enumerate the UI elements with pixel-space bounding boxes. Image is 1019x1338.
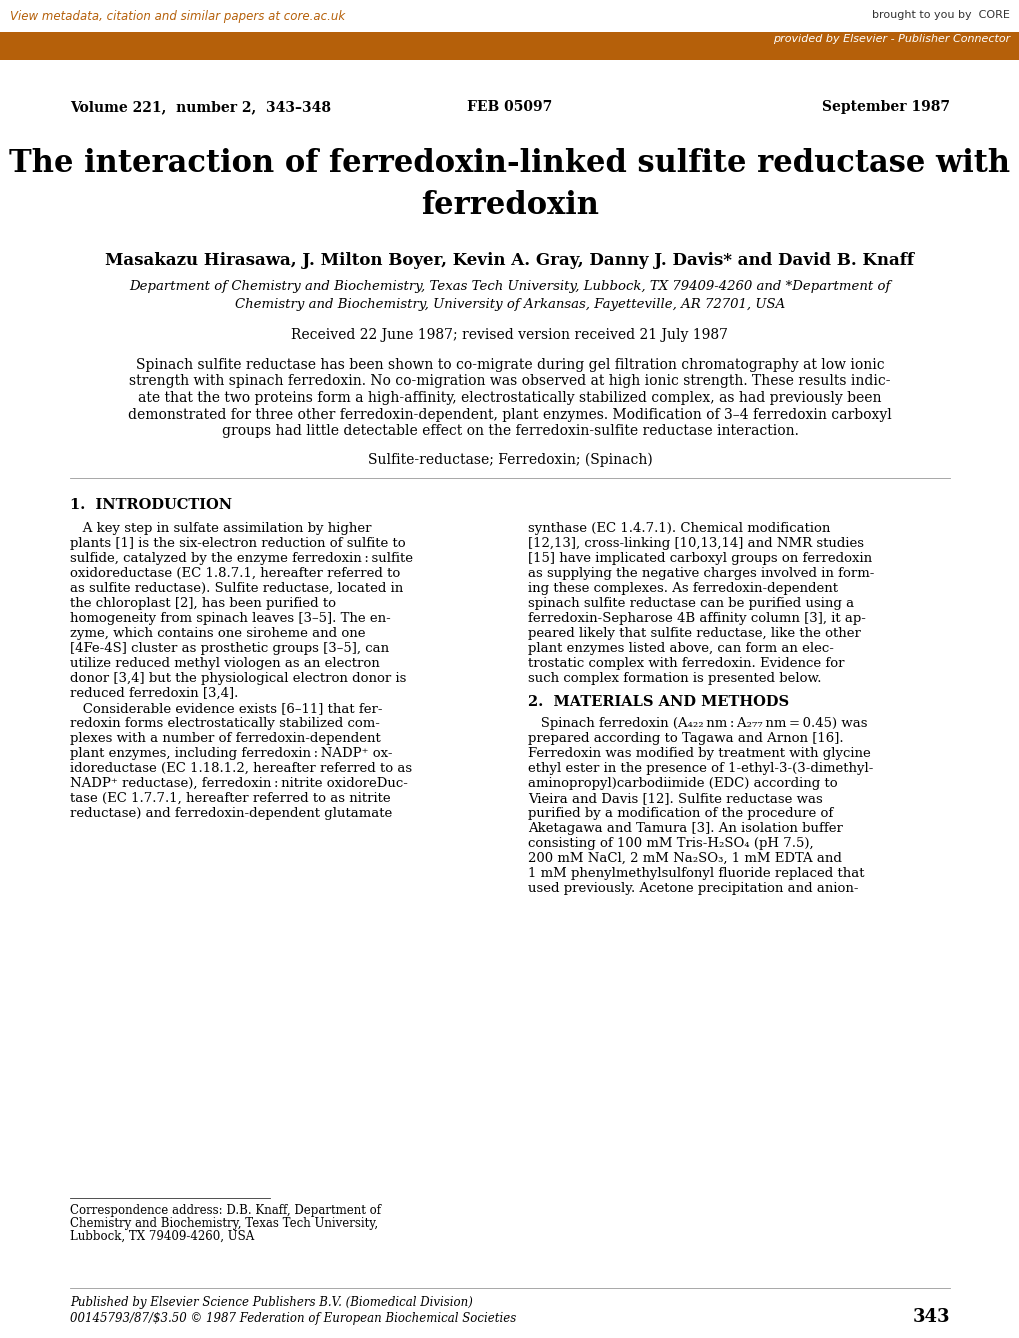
Text: [15] have implicated carboxyl groups on ferredoxin: [15] have implicated carboxyl groups on … <box>528 553 871 565</box>
Text: prepared according to Tagawa and Arnon [16].: prepared according to Tagawa and Arnon [… <box>528 732 843 745</box>
Text: [12,13], cross-linking [10,13,14] and NMR studies: [12,13], cross-linking [10,13,14] and NM… <box>528 537 863 550</box>
Text: as sulfite reductase). Sulfite reductase, located in: as sulfite reductase). Sulfite reductase… <box>70 582 403 595</box>
Text: Received 22 June 1987; revised version received 21 July 1987: Received 22 June 1987; revised version r… <box>291 328 728 343</box>
Text: synthase (EC 1.4.7.1). Chemical modification: synthase (EC 1.4.7.1). Chemical modifica… <box>528 522 829 535</box>
Text: reduced ferredoxin [3,4].: reduced ferredoxin [3,4]. <box>70 686 238 700</box>
Text: aminopropyl)carbodiimide (EDC) according to: aminopropyl)carbodiimide (EDC) according… <box>528 777 837 789</box>
Text: idoreductase (EC 1.18.1.2, hereafter referred to as: idoreductase (EC 1.18.1.2, hereafter ref… <box>70 763 412 775</box>
Text: Chemistry and Biochemistry, Texas Tech University,: Chemistry and Biochemistry, Texas Tech U… <box>70 1218 378 1230</box>
Text: Lubbock, TX 79409-4260, USA: Lubbock, TX 79409-4260, USA <box>70 1230 254 1243</box>
Text: the chloroplast [2], has been purified to: the chloroplast [2], has been purified t… <box>70 597 335 610</box>
Text: brought to you by  CORE: brought to you by CORE <box>871 9 1009 20</box>
Text: Vieira and Davis [12]. Sulfite reductase was: Vieira and Davis [12]. Sulfite reductase… <box>528 792 822 805</box>
Text: ate that the two proteins form a high-affinity, electrostatically stabilized com: ate that the two proteins form a high-af… <box>139 391 880 405</box>
Text: ethyl ester in the presence of 1-ethyl-3-(3-dimethyl-: ethyl ester in the presence of 1-ethyl-3… <box>528 763 872 775</box>
Text: Aketagawa and Tamura [3]. An isolation buffer: Aketagawa and Tamura [3]. An isolation b… <box>528 822 842 835</box>
Text: reductase) and ferredoxin-dependent glutamate: reductase) and ferredoxin-dependent glut… <box>70 807 392 820</box>
Text: Spinach sulfite reductase has been shown to co-migrate during gel filtration chr: Spinach sulfite reductase has been shown… <box>136 359 883 372</box>
Text: such complex formation is presented below.: such complex formation is presented belo… <box>528 672 820 685</box>
Text: A key step in sulfate assimilation by higher: A key step in sulfate assimilation by hi… <box>70 522 371 535</box>
Text: trostatic complex with ferredoxin. Evidence for: trostatic complex with ferredoxin. Evide… <box>528 657 844 670</box>
Text: donor [3,4] but the physiological electron donor is: donor [3,4] but the physiological electr… <box>70 672 406 685</box>
Text: peared likely that sulfite reductase, like the other: peared likely that sulfite reductase, li… <box>528 628 860 640</box>
Text: View metadata, citation and similar papers at core.ac.uk: View metadata, citation and similar pape… <box>10 9 344 23</box>
Text: ferredoxin: ferredoxin <box>421 190 598 221</box>
Text: provided by Elsevier - Publisher Connector: provided by Elsevier - Publisher Connect… <box>772 33 1009 44</box>
Text: Masakazu Hirasawa, J. Milton Boyer, Kevin A. Gray, Danny J. Davis* and David B. : Masakazu Hirasawa, J. Milton Boyer, Kevi… <box>105 252 914 269</box>
Text: 1.  INTRODUCTION: 1. INTRODUCTION <box>70 498 232 512</box>
Text: used previously. Acetone precipitation and anion-: used previously. Acetone precipitation a… <box>528 882 858 895</box>
Text: Spinach ferredoxin (A₄₂₂ nm : A₂₇₇ nm = 0.45) was: Spinach ferredoxin (A₄₂₂ nm : A₂₇₇ nm = … <box>528 717 866 731</box>
Text: September 1987: September 1987 <box>821 100 949 114</box>
Text: plants [1] is the six-electron reduction of sulfite to: plants [1] is the six-electron reduction… <box>70 537 406 550</box>
Text: consisting of 100 mM Tris-H₂SO₄ (pH 7.5),: consisting of 100 mM Tris-H₂SO₄ (pH 7.5)… <box>528 838 813 850</box>
Text: 343: 343 <box>912 1309 949 1326</box>
Text: ing these complexes. As ferredoxin-dependent: ing these complexes. As ferredoxin-depen… <box>528 582 838 595</box>
Text: Ferredoxin was modified by treatment with glycine: Ferredoxin was modified by treatment wit… <box>528 747 870 760</box>
Text: Volume 221,  number 2,  343–348: Volume 221, number 2, 343–348 <box>70 100 331 114</box>
Text: redoxin forms electrostatically stabilized com-: redoxin forms electrostatically stabiliz… <box>70 717 379 731</box>
Text: oxidoreductase (EC 1.8.7.1, hereafter referred to: oxidoreductase (EC 1.8.7.1, hereafter re… <box>70 567 399 579</box>
Text: ferredoxin-Sepharose 4B affinity column [3], it ap-: ferredoxin-Sepharose 4B affinity column … <box>528 611 865 625</box>
Text: spinach sulfite reductase can be purified using a: spinach sulfite reductase can be purifie… <box>528 597 853 610</box>
Text: Considerable evidence exists [6–11] that fer-: Considerable evidence exists [6–11] that… <box>70 702 382 714</box>
Text: [4Fe-4S] cluster as prosthetic groups [3–5], can: [4Fe-4S] cluster as prosthetic groups [3… <box>70 642 388 656</box>
Text: Chemistry and Biochemistry, University of Arkansas, Fayetteville, AR 72701, USA: Chemistry and Biochemistry, University o… <box>234 298 785 310</box>
Text: strength with spinach ferredoxin. No co-migration was observed at high ionic str: strength with spinach ferredoxin. No co-… <box>129 375 890 388</box>
Text: plexes with a number of ferredoxin-dependent: plexes with a number of ferredoxin-depen… <box>70 732 380 745</box>
Text: Department of Chemistry and Biochemistry, Texas Tech University, Lubbock, TX 794: Department of Chemistry and Biochemistry… <box>129 280 890 293</box>
Text: purified by a modification of the procedure of: purified by a modification of the proced… <box>528 807 833 820</box>
Text: 1 mM phenylmethylsulfonyl fluoride replaced that: 1 mM phenylmethylsulfonyl fluoride repla… <box>528 867 864 880</box>
Text: homogeneity from spinach leaves [3–5]. The en-: homogeneity from spinach leaves [3–5]. T… <box>70 611 390 625</box>
Text: groups had little detectable effect on the ferredoxin-sulfite reductase interact: groups had little detectable effect on t… <box>221 424 798 438</box>
Text: sulfide, catalyzed by the enzyme ferredoxin : sulfite: sulfide, catalyzed by the enzyme ferredo… <box>70 553 413 565</box>
Text: Sulfite-reductase; Ferredoxin; (Spinach): Sulfite-reductase; Ferredoxin; (Spinach) <box>367 454 652 467</box>
Text: Correspondence address: D.B. Knaff, Department of: Correspondence address: D.B. Knaff, Depa… <box>70 1204 381 1218</box>
Text: FEB 05097: FEB 05097 <box>467 100 552 114</box>
Text: 00145793/87/$3.50 © 1987 Federation of European Biochemical Societies: 00145793/87/$3.50 © 1987 Federation of E… <box>70 1313 516 1325</box>
Text: utilize reduced methyl viologen as an electron: utilize reduced methyl viologen as an el… <box>70 657 379 670</box>
Text: plant enzymes listed above, can form an elec-: plant enzymes listed above, can form an … <box>528 642 834 656</box>
Text: as supplying the negative charges involved in form-: as supplying the negative charges involv… <box>528 567 873 579</box>
Text: Published by Elsevier Science Publishers B.V. (Biomedical Division): Published by Elsevier Science Publishers… <box>70 1297 473 1309</box>
Text: plant enzymes, including ferredoxin : NADP⁺ ox-: plant enzymes, including ferredoxin : NA… <box>70 747 392 760</box>
Text: NADP⁺ reductase), ferredoxin : nitrite oxidoreDuc-: NADP⁺ reductase), ferredoxin : nitrite o… <box>70 777 408 789</box>
Text: demonstrated for three other ferredoxin-dependent, plant enzymes. Modification o: demonstrated for three other ferredoxin-… <box>128 408 891 421</box>
Text: zyme, which contains one siroheme and one: zyme, which contains one siroheme and on… <box>70 628 365 640</box>
Text: 200 mM NaCl, 2 mM Na₂SO₃, 1 mM EDTA and: 200 mM NaCl, 2 mM Na₂SO₃, 1 mM EDTA and <box>528 852 841 864</box>
Text: The interaction of ferredoxin-linked sulfite reductase with: The interaction of ferredoxin-linked sul… <box>9 149 1010 179</box>
Bar <box>0 32 1019 60</box>
Text: 2.  MATERIALS AND METHODS: 2. MATERIALS AND METHODS <box>528 694 789 709</box>
Text: tase (EC 1.7.7.1, hereafter referred to as nitrite: tase (EC 1.7.7.1, hereafter referred to … <box>70 792 390 805</box>
